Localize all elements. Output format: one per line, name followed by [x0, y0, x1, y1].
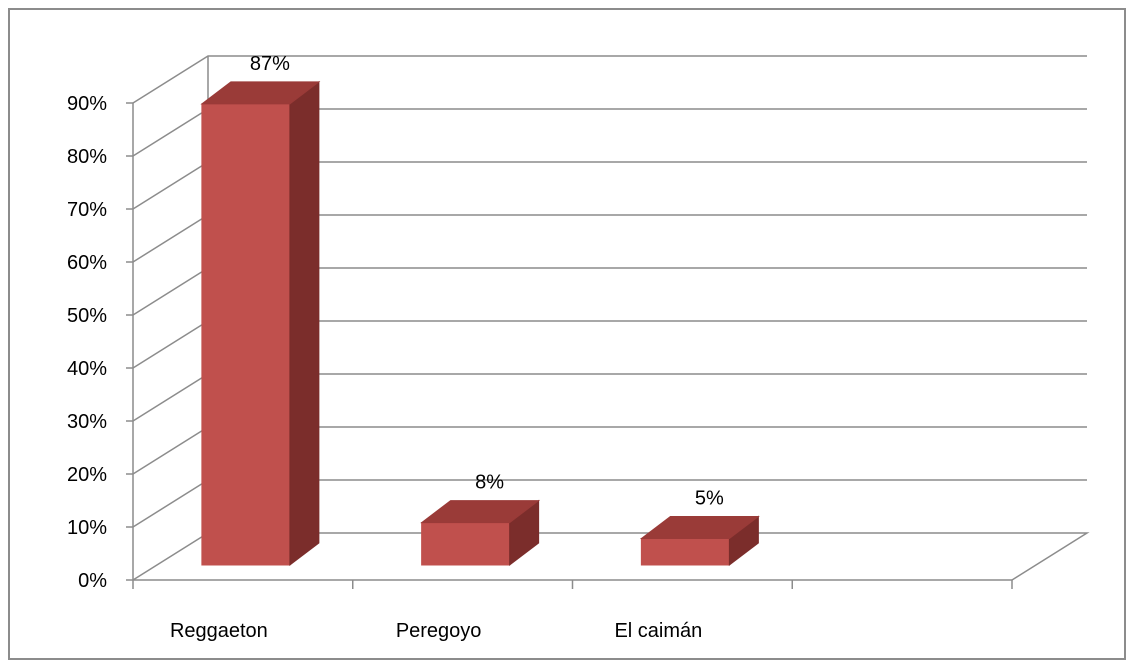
y-tick-label: 90% — [67, 93, 107, 115]
x-tick-labels: Reggaeton Peregoyo El caimán — [170, 620, 702, 642]
chart-frame — [8, 8, 1126, 660]
y-tick-label: 40% — [67, 358, 107, 380]
y-tick-label: 0% — [78, 570, 107, 592]
bars — [200, 80, 760, 567]
axes — [126, 102, 1013, 589]
gridline — [132, 55, 1087, 104]
bar-peregoyo — [420, 499, 541, 567]
x-tick-label: Reggaeton — [170, 620, 268, 642]
bar-front-face — [640, 538, 730, 566]
bar-top-face — [639, 516, 760, 539]
data-label: 5% — [695, 488, 724, 510]
floor-outline — [132, 532, 1090, 581]
bar-front-face — [421, 522, 511, 566]
data-label: 87% — [250, 53, 290, 75]
bar-side-face — [289, 80, 320, 567]
bar-top-face — [200, 81, 321, 105]
y-tick-label: 60% — [67, 252, 107, 274]
y-tick-label: 50% — [67, 305, 107, 327]
bar-el-caim-n — [639, 515, 760, 567]
x-tick-label: Peregoyo — [396, 620, 482, 642]
y-tick-labels: 0% 10% 20% 30% 40% 50% 60% 70% 80% 90% — [67, 93, 107, 592]
y-tick-label: 80% — [67, 146, 107, 168]
y-tick-label: 30% — [67, 411, 107, 433]
y-tick-label: 70% — [67, 199, 107, 221]
data-labels: 87% 8% 5% — [250, 53, 724, 510]
y-tick-label: 20% — [67, 464, 107, 486]
y-tick-label: 10% — [67, 517, 107, 539]
bar-front-face — [201, 103, 291, 566]
bar-top-face — [420, 500, 541, 524]
data-label: 8% — [475, 472, 504, 494]
bar-reggaeton — [200, 80, 321, 567]
x-tick-label: El caimán — [614, 620, 702, 642]
